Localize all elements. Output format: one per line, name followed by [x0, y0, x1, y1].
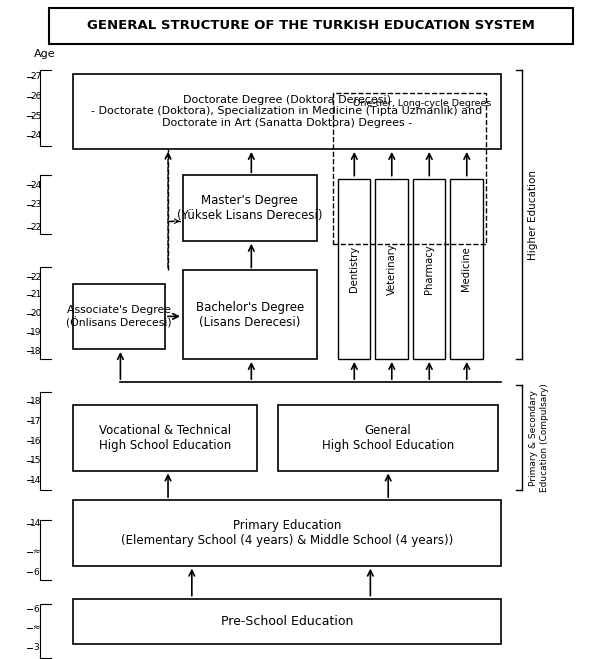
Text: Primary & Secondary
Education (Compulsary): Primary & Secondary Education (Compulsar… [530, 384, 549, 492]
Text: Age: Age [34, 49, 56, 59]
Text: 27: 27 [30, 72, 41, 81]
Text: 14: 14 [30, 476, 41, 485]
Text: 20: 20 [30, 309, 41, 318]
FancyBboxPatch shape [450, 179, 483, 359]
Text: Medicine: Medicine [461, 246, 471, 291]
FancyBboxPatch shape [375, 179, 408, 359]
Text: 26: 26 [30, 92, 41, 101]
Text: 18: 18 [30, 397, 42, 406]
FancyBboxPatch shape [73, 74, 501, 149]
Text: One-tier, Long-cycle Degrees: One-tier, Long-cycle Degrees [352, 99, 491, 107]
FancyBboxPatch shape [73, 500, 501, 565]
FancyBboxPatch shape [183, 175, 317, 241]
Text: General
High School Education: General High School Education [322, 424, 454, 452]
Text: Pharmacy: Pharmacy [424, 244, 434, 294]
FancyBboxPatch shape [73, 283, 165, 349]
Text: 24: 24 [31, 131, 41, 140]
Text: Veterinary: Veterinary [386, 243, 397, 295]
Text: 24: 24 [31, 181, 41, 190]
FancyBboxPatch shape [73, 405, 258, 471]
Text: ≈: ≈ [32, 548, 40, 556]
FancyBboxPatch shape [73, 598, 501, 645]
Text: Primary Education
(Elementary School (4 years) & Middle School (4 years)): Primary Education (Elementary School (4 … [121, 519, 453, 547]
Text: 22: 22 [31, 273, 41, 281]
Text: Master's Degree
(Yüksek Lisans Derecesi): Master's Degree (Yüksek Lisans Derecesi) [177, 194, 323, 222]
Text: 23: 23 [30, 200, 41, 210]
Text: Bachelor's Degree
(Lisans Derecesi): Bachelor's Degree (Lisans Derecesi) [196, 301, 304, 329]
FancyBboxPatch shape [338, 179, 370, 359]
Text: Higher Education: Higher Education [528, 169, 538, 260]
Text: Pre-School Education: Pre-School Education [221, 615, 353, 628]
FancyBboxPatch shape [413, 179, 445, 359]
Text: 14: 14 [30, 519, 41, 529]
Text: 3: 3 [33, 643, 39, 652]
FancyBboxPatch shape [49, 8, 573, 44]
Text: 16: 16 [30, 436, 42, 445]
Text: 15: 15 [30, 456, 42, 465]
FancyBboxPatch shape [278, 405, 498, 471]
Text: 25: 25 [30, 112, 41, 121]
Text: Dentistry: Dentistry [349, 246, 359, 292]
Text: 22: 22 [31, 223, 41, 232]
Text: Doctorate Degree (Doktora Derecesi)
- Doctorate (Doktora), Specialization in Med: Doctorate Degree (Doktora Derecesi) - Do… [92, 95, 483, 128]
Text: ≈: ≈ [32, 623, 40, 633]
FancyBboxPatch shape [183, 270, 317, 359]
Text: 6: 6 [33, 568, 39, 577]
Text: 6: 6 [33, 604, 39, 614]
Text: 21: 21 [30, 290, 41, 299]
Text: 18: 18 [30, 347, 42, 356]
Text: Vocational & Technical
High School Education: Vocational & Technical High School Educa… [99, 424, 231, 452]
Text: 17: 17 [30, 417, 42, 426]
Text: 19: 19 [30, 328, 42, 337]
Text: GENERAL STRUCTURE OF THE TURKISH EDUCATION SYSTEM: GENERAL STRUCTURE OF THE TURKISH EDUCATI… [87, 19, 535, 32]
Text: Associate's Degree
(Önlisans Derecesi): Associate's Degree (Önlisans Derecesi) [66, 304, 172, 328]
